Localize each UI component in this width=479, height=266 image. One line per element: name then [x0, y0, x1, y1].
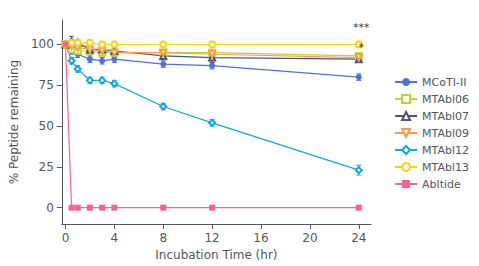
svg-text:0: 0 — [62, 231, 70, 245]
svg-text:Incubation Time (hr): Incubation Time (hr) — [155, 248, 277, 262]
svg-text:24: 24 — [351, 231, 366, 245]
svg-text:20: 20 — [302, 231, 317, 245]
svg-text:MTAbl09: MTAbl09 — [422, 127, 469, 140]
svg-text:8: 8 — [159, 231, 167, 245]
svg-text:MCoTI-II: MCoTI-II — [422, 76, 466, 89]
svg-text:4: 4 — [111, 231, 119, 245]
svg-text:MTAbl07: MTAbl07 — [422, 110, 469, 123]
svg-text:MTAbl12: MTAbl12 — [422, 144, 469, 157]
svg-text:0: 0 — [46, 201, 54, 215]
svg-text:75: 75 — [39, 78, 54, 92]
svg-text:MTAbl13: MTAbl13 — [422, 161, 469, 174]
svg-text:% Peptide remaining: % Peptide remaining — [7, 60, 21, 184]
svg-text:Abltide: Abltide — [422, 178, 461, 191]
svg-text:50: 50 — [39, 119, 54, 133]
svg-text:100: 100 — [31, 37, 54, 51]
svg-text:25: 25 — [39, 160, 54, 174]
svg-text:MTAbl06: MTAbl06 — [422, 93, 469, 106]
svg-text:*: * — [358, 41, 364, 54]
svg-text:16: 16 — [253, 231, 268, 245]
svg-text:12: 12 — [204, 231, 219, 245]
svg-text:***: *** — [353, 21, 370, 34]
